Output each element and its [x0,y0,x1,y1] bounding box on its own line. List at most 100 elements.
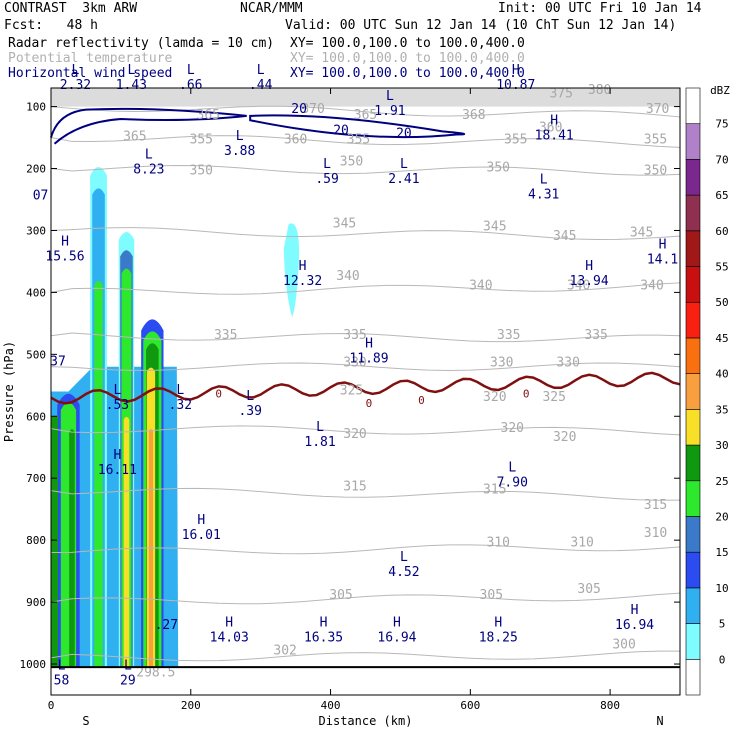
colorbar-swatch [685,373,701,410]
extremum-marker: L [72,63,80,78]
theta-label: 365 [354,108,377,123]
theta-label: 360 [539,120,562,135]
colorbar-level: 0 [719,653,726,666]
extremum-marker: H [225,615,233,630]
extremum-value: 37 [50,355,66,370]
extremum-value: 3.88 [224,144,255,159]
wind-contour-west [50,107,247,145]
isotherm-label: 0 [418,394,425,407]
extremum-value: 14.03 [210,630,249,645]
extremum-marker: L [124,659,132,674]
wind-contours [50,107,681,405]
extremum-marker: H [365,337,373,352]
theta-label: 310 [644,526,667,541]
upper-echo-5 [283,223,300,318]
x-axis-label: Distance (km) [319,714,413,728]
extremum-value: 2.32 [60,78,91,93]
y-tick-label: 200 [26,163,46,176]
field-xy-theta: XY= 100.0,100.0 to 100.0,400.0 [290,51,525,66]
wind-label: 20 [291,102,307,117]
extremum-marker: H [585,259,593,274]
theta-label: 365 [123,130,146,145]
colorbar-swatch [685,587,701,624]
extremum-marker: L [257,63,265,78]
extremum-value: .66 [179,78,202,93]
extremum-value: 10.87 [496,78,535,93]
colorbar-swatch [685,266,701,303]
extremum-value: 58 [54,674,70,689]
extremum-value: 1.91 [374,104,405,119]
extremum-value: .32 [169,398,192,413]
y-tick-label: 900 [26,596,46,609]
stratosphere-band [51,88,680,107]
colorbar-swatch [685,658,701,696]
colorbar-swatch [685,301,701,339]
zero-isotherm [50,371,681,405]
y-tick-label: 800 [26,534,46,547]
extremum-value: 7.90 [497,475,528,490]
extremum-marker: H [197,513,205,528]
theta-label: 335 [214,328,237,343]
extremum-marker: L [236,129,244,144]
north-label: N [656,714,663,728]
extremum-value: 11.89 [349,352,388,367]
extremum-value: 12.32 [283,274,322,289]
theta-label: 310 [487,535,510,550]
extremum-value: 16.94 [615,618,654,633]
theta-label: 350 [190,164,213,179]
theta-label: 345 [630,226,653,241]
field-name-reflectivity: Radar reflectivity (lamda = 10 cm) [8,36,275,51]
extremum-marker: H [550,114,558,129]
x-tick-label: 0 [48,699,55,712]
colorbar-level: 30 [715,439,728,452]
theta-label: 340 [469,278,492,293]
theta-line [50,135,681,148]
colorbar-level: 15 [715,546,728,559]
y-tick-label: 500 [26,348,46,361]
theta-label: 340 [336,269,359,284]
theta-line [50,105,681,118]
extremum-value: 16.94 [377,630,416,645]
extremum-marker: L [187,63,195,78]
theta-label: 355 [504,133,527,148]
reflectivity-shading [51,167,300,668]
plot-frame [50,87,681,696]
extremum-marker: H [512,63,520,78]
extremum-value: 2.41 [388,172,419,187]
forecast-hour: Fcst: 48 h [4,18,98,33]
theta-label: 335 [497,328,520,343]
colorbar-level: 45 [715,332,728,345]
extremum-value: 13.94 [570,274,609,289]
colorbar-level: 25 [715,475,728,488]
field-xy-wind: XY= 100.0,100.0 to 100.0,400.0 [290,66,525,81]
y-tick-label: 300 [26,224,46,237]
colorbar-level: 5 [719,618,726,631]
extremum-value: .53 [106,398,129,413]
extremum-marker: L [386,89,394,104]
theta-line [50,544,681,555]
theta-label: 345 [333,216,356,231]
extremum-value: 16.11 [98,463,137,478]
extremum-value: .59 [315,172,338,187]
colorbar-level: 20 [715,510,728,523]
theta-line [50,650,681,662]
extremum-marker: L [113,383,121,398]
theta-label: 355 [347,133,370,148]
y-tick-label: 700 [26,472,46,485]
isotherm-label: 0 [366,397,373,410]
colorbar-swatch [685,230,701,267]
extremum-value: .27 [155,618,178,633]
theta-label: 340 [640,278,663,293]
south-label: S [82,714,89,728]
theta-label: 298.5 [136,665,175,680]
colorbar-swatch [685,409,701,446]
extremum-value: 14.1 [647,252,678,267]
field-xy-reflectivity: XY= 100.0,100.0 to 100.0,400.0 [290,36,525,51]
theta-line [50,362,681,371]
init-time: Init: 00 UTC Fri 10 Jan 14 [498,1,702,16]
theta-label: 350 [487,161,510,176]
theta-label: 380 [588,83,611,98]
y-axis-label: Pressure (hPa) [2,341,16,442]
y-tick-label: 1000 [20,658,47,671]
